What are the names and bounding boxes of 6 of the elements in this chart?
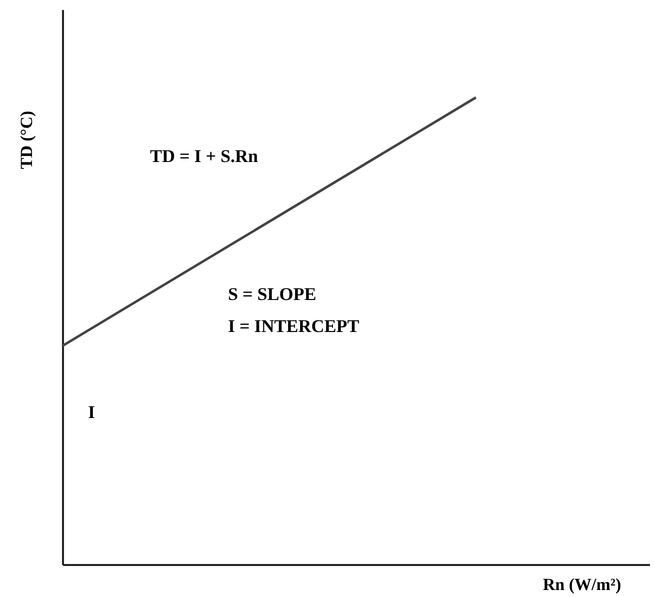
annotation: TD = I + S.Rn — [150, 146, 258, 166]
x-axis-title: Rn (W/m²) — [542, 575, 622, 594]
annotation: I = INTERCEPT — [228, 316, 360, 336]
annotation: S = SLOPE — [228, 284, 316, 304]
annotation: I — [88, 402, 96, 422]
y-axis-title: TD (°C) — [17, 110, 36, 170]
